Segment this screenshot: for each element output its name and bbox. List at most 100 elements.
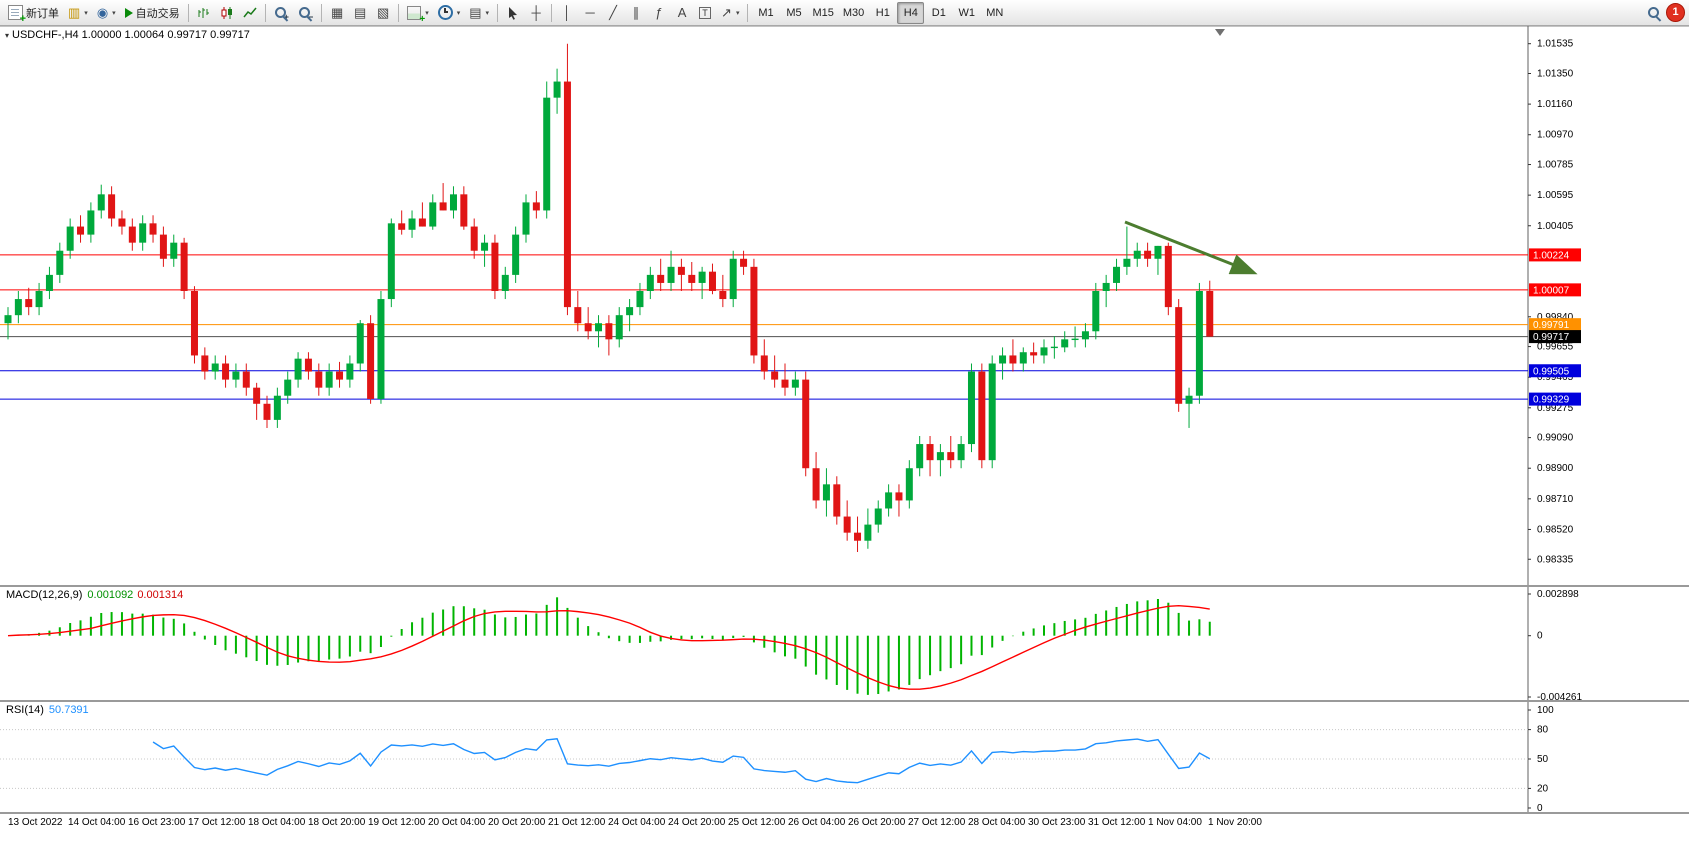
macd-histogram [17, 597, 1211, 695]
crosshair-button[interactable]: ┼ [525, 2, 547, 24]
svg-text:19 Oct 12:00: 19 Oct 12:00 [368, 817, 426, 828]
svg-text:30 Oct 23:00: 30 Oct 23:00 [1028, 817, 1086, 828]
timeframe-m5-button[interactable]: M5 [780, 2, 807, 24]
vertical-line-icon: │ [562, 5, 572, 20]
chevron-down-icon: ▾ [84, 9, 88, 17]
timeframe-m30-button[interactable]: M30 [839, 2, 868, 24]
arrows-tool-button[interactable]: ↗ ▾ [717, 2, 743, 24]
svg-text:1.00007: 1.00007 [1533, 285, 1570, 296]
toolbar-separator [497, 3, 499, 22]
price-axis: 1.01535 1.01350 1.01160 1.00970 1.00785 1.005… [1528, 39, 1574, 565]
candlestick-icon [221, 6, 232, 19]
current-price-badge: 0.99717 [1529, 330, 1581, 344]
bar-chart-icon [198, 7, 209, 18]
new-order-button[interactable]: 新订单 [4, 2, 63, 25]
svg-text:14 Oct 04:00: 14 Oct 04:00 [68, 817, 126, 828]
svg-text:20 Oct 04:00: 20 Oct 04:00 [428, 817, 486, 828]
horizontal-line-icon: ─ [585, 5, 595, 20]
trendline-tool-button[interactable]: ╱ [602, 2, 624, 24]
svg-text:1.00405: 1.00405 [1537, 221, 1574, 232]
svg-text:27 Oct 12:00: 27 Oct 12:00 [908, 817, 966, 828]
chart-shift-marker[interactable] [1215, 29, 1225, 36]
svg-text:0.99090: 0.99090 [1537, 433, 1574, 444]
one-click-trading-toggle[interactable]: ▾ [5, 31, 10, 40]
arrange-windows-icon: ▤ [354, 5, 367, 20]
autotrading-label: 自动交易 [135, 7, 180, 20]
svg-text:26 Oct 20:00: 26 Oct 20:00 [848, 817, 906, 828]
new-chart-icon: ▥ [68, 5, 81, 20]
text-label-tool-button[interactable]: T [694, 2, 716, 24]
svg-text:1 Nov 04:00: 1 Nov 04:00 [1148, 817, 1202, 828]
macd-main-value: 0.001092 [87, 589, 134, 601]
periods-button[interactable]: ▾ [434, 2, 465, 24]
svg-text:50: 50 [1537, 754, 1549, 765]
svg-text:0.99505: 0.99505 [1533, 366, 1570, 377]
bar-chart-button[interactable] [193, 2, 215, 24]
svg-text:24 Oct 04:00: 24 Oct 04:00 [608, 817, 666, 828]
toolbar-separator [551, 3, 553, 22]
channel-tool-button[interactable]: ∥ [625, 2, 647, 24]
arrange-windows-button[interactable]: ▤ [349, 2, 371, 24]
svg-text:1 Nov 20:00: 1 Nov 20:00 [1208, 817, 1262, 828]
vertical-line-tool-button[interactable]: │ [556, 2, 578, 24]
rsi-indicator-label: RSI(14) 50.7391 [6, 704, 89, 716]
svg-text:1.00224: 1.00224 [1533, 250, 1570, 261]
macd-signal-value: 0.001314 [137, 589, 184, 601]
timeframe-m15-button[interactable]: M15 [808, 2, 837, 24]
svg-text:0.98710: 0.98710 [1537, 494, 1574, 505]
svg-text:0.99275: 0.99275 [1537, 403, 1574, 414]
new-chart-button[interactable]: ▥ ▾ [64, 2, 92, 24]
svg-text:26 Oct 04:00: 26 Oct 04:00 [788, 817, 846, 828]
candlestick-chart-button[interactable] [216, 2, 238, 24]
timeframe-d1-button[interactable]: D1 [925, 2, 952, 24]
svg-text:0.99717: 0.99717 [1533, 332, 1570, 343]
profiles-button[interactable]: ◉ ▾ [93, 2, 120, 24]
chevron-down-icon: ▾ [735, 9, 740, 17]
notification-badge[interactable]: 1 [1666, 3, 1685, 22]
svg-text:0.99329: 0.99329 [1533, 395, 1570, 406]
rsi-line [152, 738, 1211, 784]
fibonacci-tool-button[interactable]: ƒ [648, 2, 670, 24]
svg-text:13 Oct 2022: 13 Oct 2022 [8, 817, 63, 828]
svg-text:18 Oct 20:00: 18 Oct 20:00 [308, 817, 366, 828]
timeframe-w1-button[interactable]: W1 [953, 2, 980, 24]
search-button[interactable] [1643, 2, 1665, 24]
cascade-windows-button[interactable]: ▧ [372, 2, 394, 24]
toolbar-separator [264, 3, 266, 22]
autotrading-icon [124, 7, 133, 18]
svg-text:20: 20 [1537, 783, 1549, 794]
svg-text:0: 0 [1537, 803, 1543, 814]
tile-windows-button[interactable]: ▦ [326, 2, 348, 24]
macd-indicator-label: MACD(12,26,9) 0.001092 0.001314 [6, 589, 183, 601]
svg-text:1.00970: 1.00970 [1537, 130, 1574, 141]
toolbar-separator [398, 3, 400, 22]
horizontal-line-tool-button[interactable]: ─ [579, 2, 601, 24]
svg-text:1.00785: 1.00785 [1537, 160, 1574, 171]
zoom-out-button[interactable]: − [294, 2, 317, 24]
trend-arrow-annotation[interactable] [1124, 220, 1258, 275]
templates-button[interactable]: ▤ ▾ [465, 2, 493, 24]
chevron-down-icon: ▾ [112, 9, 116, 17]
svg-text:0.98335: 0.98335 [1537, 554, 1574, 565]
chevron-down-icon: ▾ [425, 9, 429, 17]
text-icon: A [677, 5, 687, 20]
template-icon: ▤ [469, 5, 482, 20]
price-badge-0.99505: 0.99505 [1529, 364, 1581, 378]
timeframe-mn-button[interactable]: MN [981, 2, 1008, 24]
new-order-label: 新订单 [26, 7, 59, 20]
timeframe-h1-button[interactable]: H1 [869, 2, 896, 24]
autotrading-button[interactable]: 自动交易 [121, 2, 184, 24]
timeframe-m1-button[interactable]: M1 [752, 2, 779, 24]
zoom-in-button[interactable]: + [270, 2, 293, 24]
candlesticks [4, 43, 1214, 552]
svg-text:28 Oct 04:00: 28 Oct 04:00 [968, 817, 1026, 828]
indicators-icon [407, 5, 425, 25]
timeframe-h4-button[interactable]: H4 [897, 1, 925, 24]
zoom-in-icon [274, 6, 288, 20]
text-tool-button[interactable]: A [671, 2, 693, 24]
svg-text:0.002898: 0.002898 [1537, 589, 1579, 600]
indicators-button[interactable]: ▾ [403, 2, 433, 25]
cursor-button[interactable] [502, 2, 524, 24]
line-chart-button[interactable] [239, 2, 261, 24]
